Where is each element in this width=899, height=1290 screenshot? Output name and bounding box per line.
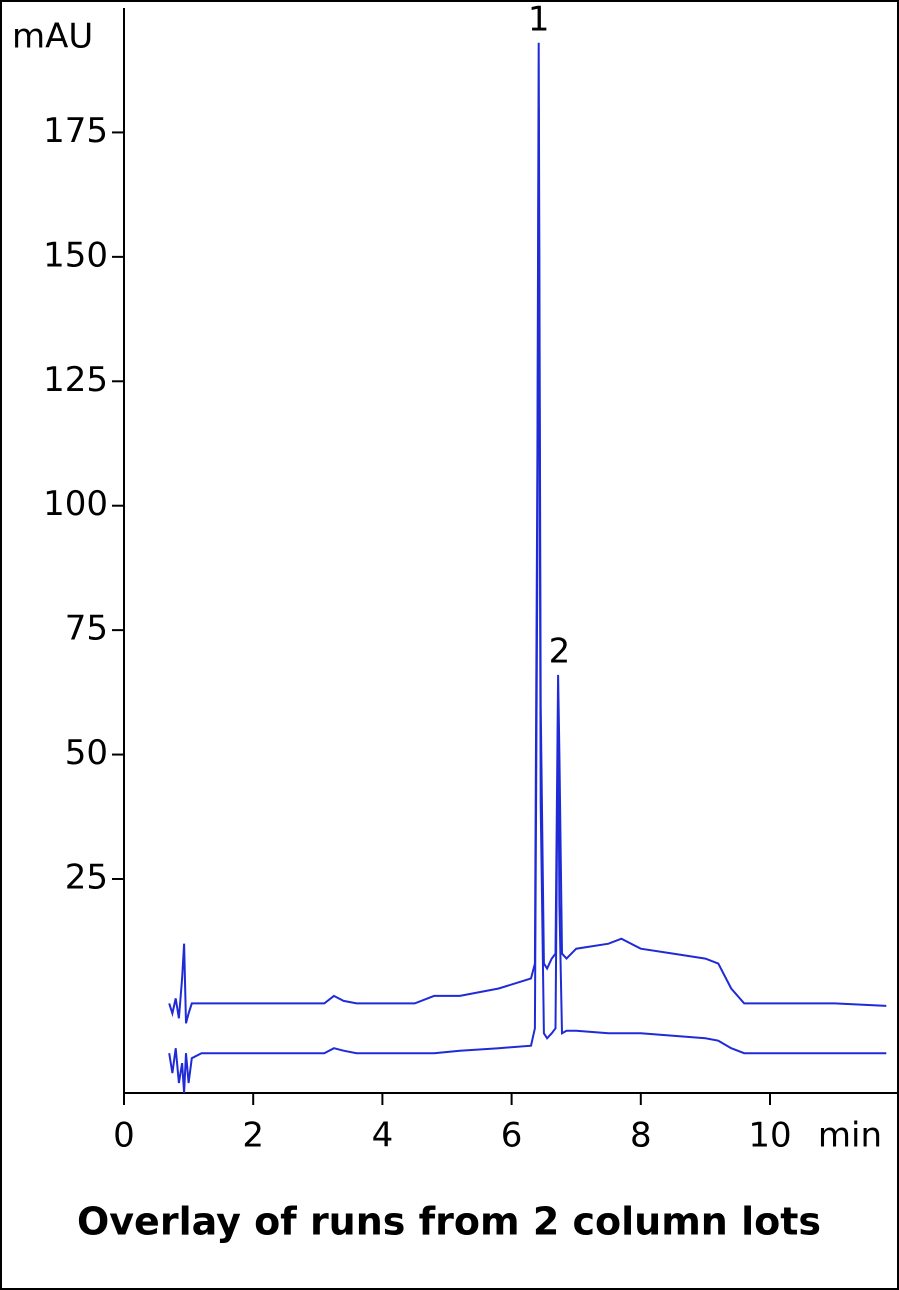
chart-title: Overlay of runs from 2 column lots: [77, 1200, 821, 1244]
x-tick-label: 2: [242, 1116, 264, 1156]
y-tick-label: 175: [43, 111, 108, 151]
y-axis-label: mAU: [12, 17, 93, 57]
x-axis-label: min: [818, 1116, 882, 1156]
x-tick-label: 8: [630, 1116, 652, 1156]
y-tick-label: 25: [65, 857, 108, 897]
y-tick-label: 150: [43, 235, 108, 275]
x-tick-label: 4: [372, 1116, 394, 1156]
x-tick-label: 6: [501, 1116, 523, 1156]
peak-label: 1: [528, 0, 550, 39]
y-tick-label: 75: [65, 609, 108, 649]
trace: [168, 107, 887, 1094]
peak-label: 2: [549, 631, 571, 671]
y-tick-label: 50: [65, 733, 108, 773]
x-tick-label: 0: [113, 1116, 135, 1156]
x-tick-label: 10: [748, 1116, 791, 1156]
y-tick-label: 100: [43, 484, 108, 524]
y-tick-label: 125: [43, 360, 108, 400]
